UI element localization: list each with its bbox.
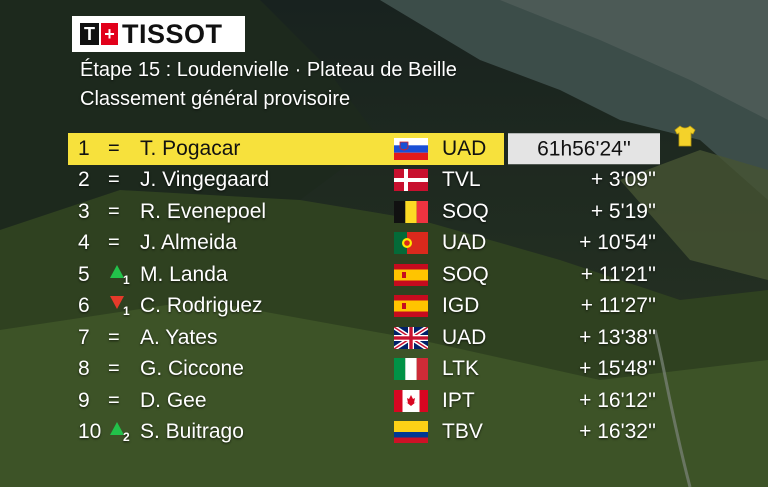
time-gap: + 13'38'' xyxy=(579,325,656,349)
position-change-count: 1 xyxy=(123,304,130,319)
rank: 7 xyxy=(78,325,90,349)
rank: 6 xyxy=(78,294,90,318)
rider-name: T. Pogacar xyxy=(140,136,241,160)
time-gap: + 16'32'' xyxy=(579,420,656,444)
rank: 8 xyxy=(78,357,90,381)
rider-name: A. Yates xyxy=(140,325,218,349)
standings-row: 3 = R. Evenepoel SOQ + 5'19'' xyxy=(68,196,698,228)
rank: 5 xyxy=(78,262,90,286)
arrow-up-icon: 2 xyxy=(108,419,130,444)
position-change-count: 1 xyxy=(123,272,130,287)
time-gap: + 11'27'' xyxy=(580,294,656,318)
yellow-jersey-icon xyxy=(674,125,696,147)
team-code: UAD xyxy=(442,136,487,160)
position-change: = xyxy=(108,231,120,254)
time-gap: + 16'12'' xyxy=(579,388,656,412)
time-gap: 61h56'24'' xyxy=(508,133,660,165)
team-code: IPT xyxy=(442,388,475,412)
rider-name: G. Ciccone xyxy=(140,357,244,381)
time-gap: + 11'21'' xyxy=(580,262,656,286)
rider-name: R. Evenepoel xyxy=(140,199,267,223)
belgium-flag-icon xyxy=(394,200,428,223)
time-gap: + 5'19'' xyxy=(590,199,656,223)
position-change: 1 xyxy=(108,262,130,288)
rank: 2 xyxy=(78,168,90,192)
position-change-count: 2 xyxy=(123,430,130,445)
slovenia-flag-icon xyxy=(394,137,428,160)
position-change: 2 xyxy=(108,419,130,445)
standings-row: 1 = T. Pogacar UAD 61h56'24'' xyxy=(68,125,696,165)
time-gap: + 10'54'' xyxy=(579,231,656,255)
team-code: UAD xyxy=(442,325,487,349)
standings-row: 9 = D. Gee IPT + 16'12'' xyxy=(68,385,698,417)
rider-name: C. Rodriguez xyxy=(140,294,263,318)
portugal-flag-icon xyxy=(394,232,428,255)
rider-name: J. Vingegaard xyxy=(140,168,270,192)
canada-flag-icon xyxy=(394,389,428,412)
uk-flag-icon xyxy=(394,326,428,349)
team-code: TBV xyxy=(442,420,483,444)
team-code: LTK xyxy=(442,357,479,381)
time-gap: + 15'48'' xyxy=(579,357,656,381)
position-change: 1 xyxy=(108,293,130,319)
standings-row: 10 2 S. Buitrago TBV + 16'32'' xyxy=(68,417,698,449)
position-change: = xyxy=(108,200,120,223)
standings-table: 1 = T. Pogacar UAD 61h56'24'' 2 = J. Vin… xyxy=(68,125,698,449)
logo-brand: TISSOT xyxy=(122,18,223,49)
arrow-down-icon: 1 xyxy=(108,293,130,318)
team-code: TVL xyxy=(442,168,481,192)
standings-row: 8 = G. Ciccone LTK + 15'48'' xyxy=(68,354,698,386)
standings-row: 4 = J. Almeida UAD + 10'54'' xyxy=(68,228,698,260)
standings-row: 2 = J. Vingegaard TVL + 3'09'' xyxy=(68,165,698,197)
standings-row: 5 1 M. Landa SOQ + 11'21'' xyxy=(68,259,698,291)
standings-row: 6 1 C. Rodriguez IGD + 11'27'' xyxy=(68,291,698,323)
rider-name: S. Buitrago xyxy=(140,420,244,444)
rank: 10 xyxy=(78,420,102,444)
stage-title: Étape 15 : Loudenvielle · Plateau de Bei… xyxy=(80,59,457,81)
team-code: SOQ xyxy=(442,199,489,223)
tissot-logo: T + TISSOT xyxy=(72,16,245,52)
team-code: UAD xyxy=(442,231,487,255)
logo-t: T xyxy=(80,23,99,45)
position-change: = xyxy=(108,168,120,191)
rider-name: D. Gee xyxy=(140,388,207,412)
classification-title: Classement général provisoire xyxy=(80,88,351,110)
position-change: = xyxy=(108,357,120,380)
rank: 4 xyxy=(78,231,90,255)
time-gap: + 3'09'' xyxy=(590,168,656,192)
denmark-flag-icon xyxy=(394,169,428,192)
team-code: SOQ xyxy=(442,262,489,286)
rider-name: M. Landa xyxy=(140,262,228,286)
rank: 3 xyxy=(78,199,90,223)
standings-row: 7 = A. Yates UAD + 13'38'' xyxy=(68,322,698,354)
position-change: = xyxy=(108,137,120,160)
arrow-up-icon: 1 xyxy=(108,262,130,287)
position-change: = xyxy=(108,389,120,412)
rank: 9 xyxy=(78,388,90,412)
swiss-cross-icon: + xyxy=(101,23,118,45)
spain-flag-icon xyxy=(394,263,428,286)
rider-name: J. Almeida xyxy=(140,231,237,255)
colombia-flag-icon xyxy=(394,421,428,444)
italy-flag-icon xyxy=(394,358,428,381)
team-code: IGD xyxy=(442,294,480,318)
position-change: = xyxy=(108,326,120,349)
spain-flag-icon xyxy=(394,295,428,318)
rank: 1 xyxy=(78,136,90,160)
